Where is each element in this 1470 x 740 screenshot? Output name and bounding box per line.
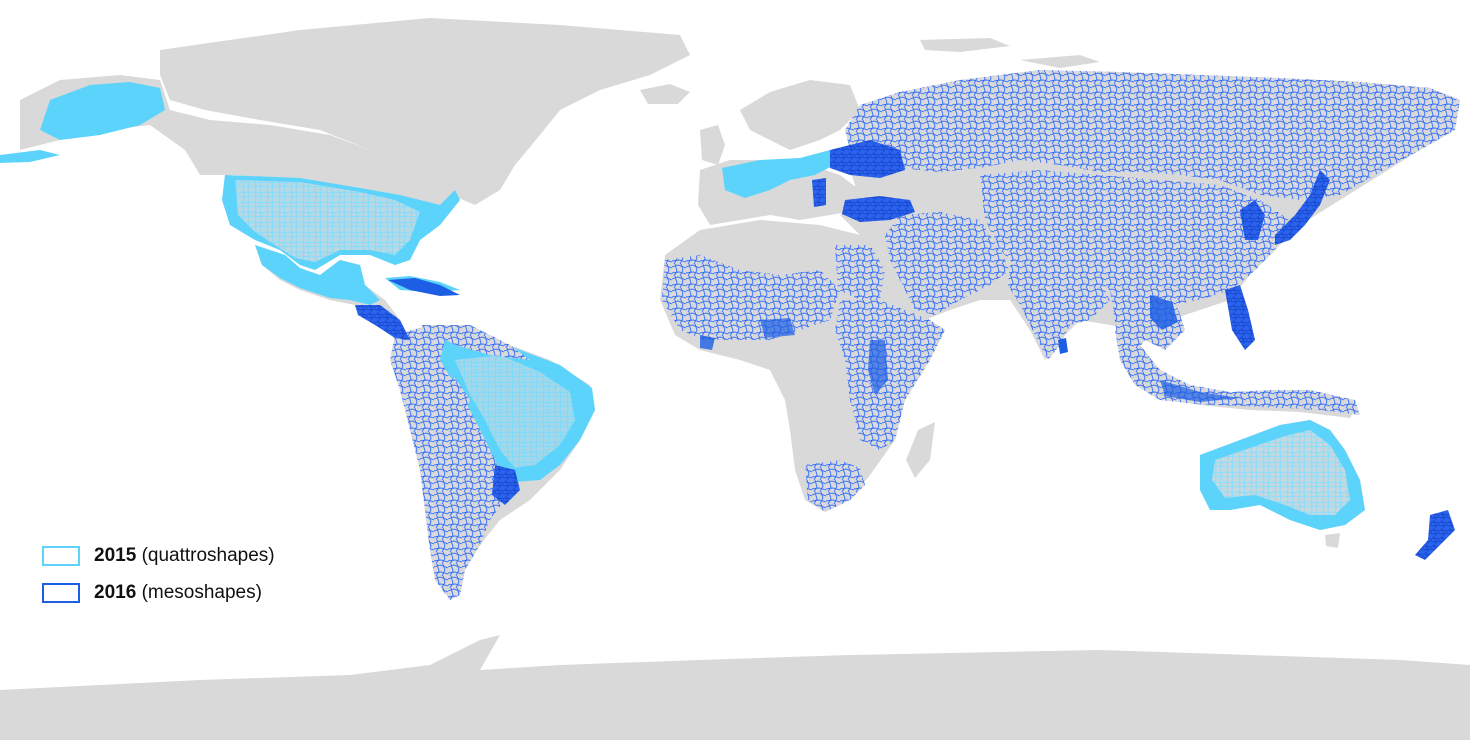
- region-andes-2016: [390, 325, 515, 600]
- region-ukraine-2016: [830, 140, 905, 178]
- legend-swatch-2016: [42, 583, 80, 603]
- scandinavia: [740, 80, 860, 150]
- greenland: [160, 18, 690, 205]
- uk: [700, 125, 725, 165]
- region-india-2016: [1008, 262, 1110, 360]
- region-africa-northeast-2016: [835, 245, 885, 300]
- region-middle-east-2016: [885, 212, 1010, 315]
- region-korea-2016: [1240, 200, 1265, 240]
- legend: 2015 (quattroshapes) 2016 (mesoshapes): [42, 543, 275, 617]
- region-africa-east-2016: [835, 300, 945, 450]
- legend-source-2016: (mesoshapes): [141, 582, 262, 603]
- coverage-2016: [355, 70, 1460, 600]
- region-central-america-2016: [355, 305, 410, 340]
- coverage-2015: [0, 82, 1365, 530]
- legend-year-2016: 2016: [94, 582, 137, 603]
- region-russia-2016: [845, 70, 1460, 200]
- legend-source-2015: (quattroshapes): [141, 545, 275, 566]
- iceland: [640, 84, 690, 104]
- antarctica: [0, 635, 1470, 740]
- legend-label-2016: 2016 (mesoshapes): [94, 582, 262, 604]
- region-turkey-2016: [842, 196, 915, 222]
- region-caribbean-2016: [388, 278, 460, 296]
- legend-item-2016: 2016 (mesoshapes): [42, 580, 275, 606]
- region-venezuela-2016: [420, 325, 530, 360]
- region-alaska-2015: [40, 82, 165, 140]
- madagascar: [906, 422, 935, 478]
- region-japan-2016: [1275, 170, 1330, 245]
- legend-item-2015: 2015 (quattroshapes): [42, 543, 275, 569]
- region-france-2015: [722, 150, 840, 198]
- legend-swatch-2015: [42, 546, 80, 566]
- region-mexico-2015: [255, 245, 380, 305]
- arctic-islands: [920, 38, 1010, 52]
- legend-year-2015: 2015: [94, 545, 137, 566]
- region-africa-south-2016: [805, 460, 865, 512]
- region-africa-west-2016: [662, 255, 840, 340]
- legend-label-2015: 2015 (quattroshapes): [94, 545, 275, 567]
- region-philippines-2016: [1225, 285, 1255, 350]
- region-new-zealand-2016: [1415, 510, 1455, 560]
